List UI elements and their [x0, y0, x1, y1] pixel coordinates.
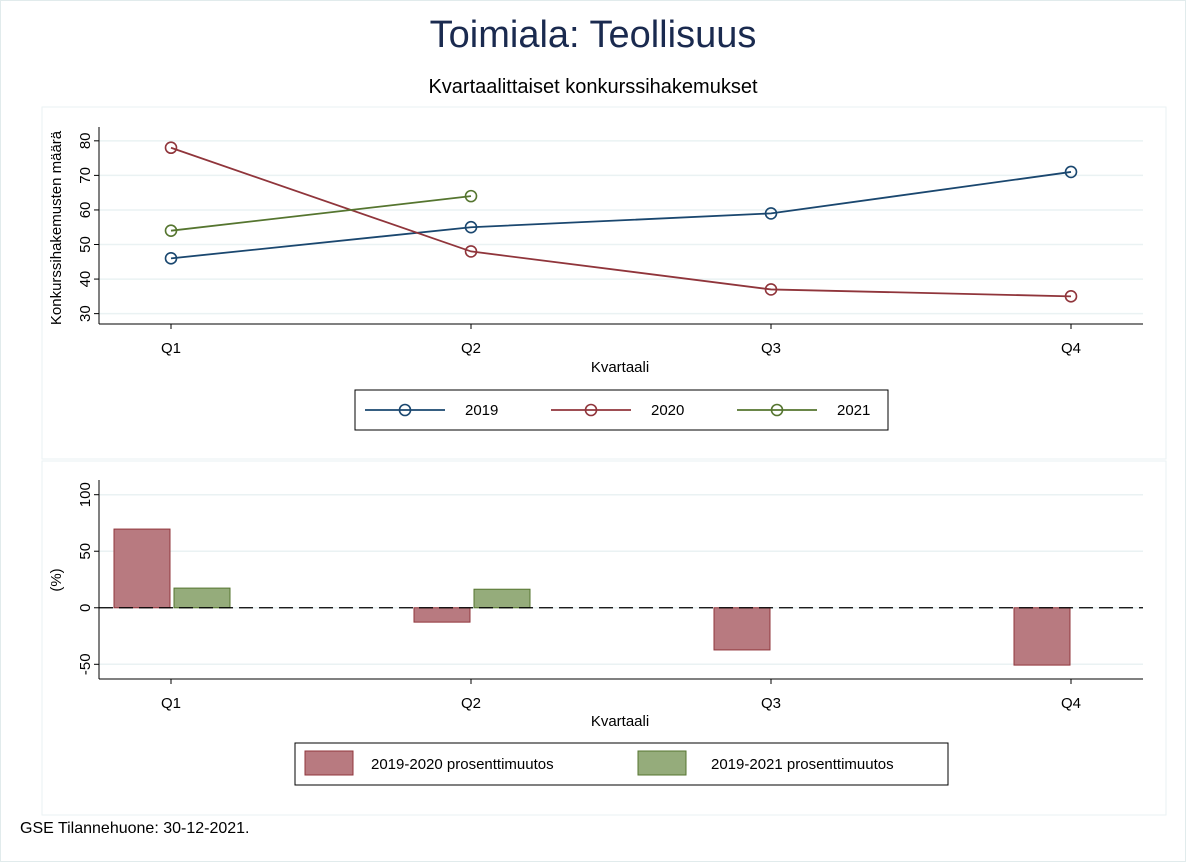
point-2019: [464, 220, 478, 234]
bar-2019-2021-Q1: [173, 587, 231, 609]
bar-2019-2021-Q2: [473, 588, 531, 609]
point-2019: [764, 207, 778, 220]
line-y-tick-label: 50: [77, 236, 94, 253]
bar-x-tick-label: Q4: [1061, 695, 1081, 712]
legend-bar-swatch: [637, 750, 687, 776]
bar-x-tick-label: Q2: [461, 695, 481, 712]
legend-marker-swatch: [770, 403, 784, 417]
legend-bar-swatch: [304, 750, 354, 776]
point-2021: [464, 189, 478, 203]
bar-2019-2020-Q1: [113, 528, 171, 609]
bar-y-tick-label: -50: [77, 653, 94, 675]
bar-legend-box: [294, 742, 949, 786]
point-2020: [164, 141, 178, 155]
series-line-2019: [170, 171, 1072, 260]
line-x-tick-label: Q3: [761, 340, 781, 357]
line-y-tick-label: 70: [77, 167, 94, 184]
line-x-tick-label: Q1: [161, 340, 181, 357]
point-2019: [164, 252, 178, 265]
bar-y-tick-label: 50: [77, 543, 94, 560]
line-y-tick-label: 60: [77, 202, 94, 219]
bar-2019-2020-Q3: [713, 607, 771, 651]
bar-2019-2020-Q4: [1013, 607, 1071, 666]
bar-y-axis-title: (%): [48, 568, 65, 591]
series-line-2020: [170, 146, 1072, 298]
legend-label: 2019: [465, 402, 498, 419]
bar-x-axis-title: Kvartaali: [591, 713, 649, 730]
bar-y-tick-label: 0: [77, 604, 94, 612]
line-y-axis-title: Konkurssihakemusten määrä: [48, 130, 65, 325]
point-2019: [1064, 165, 1078, 179]
page-title: Toimiala: Teollisuus: [429, 14, 757, 56]
page-subtitle: Kvartaalittaiset konkurssihakemukset: [428, 76, 758, 98]
legend-marker-swatch: [398, 403, 412, 417]
legend-label: 2019-2020 prosenttimuutos: [371, 756, 554, 773]
point-2020: [764, 283, 778, 296]
bar-y-tick-label: 100: [77, 482, 94, 507]
line-y-tick-label: 30: [77, 305, 94, 322]
line-x-tick-label: Q4: [1061, 340, 1081, 357]
legend-label: 2019-2021 prosenttimuutos: [711, 756, 894, 773]
legend-marker-swatch: [584, 403, 598, 417]
bar-x-tick-label: Q1: [161, 695, 181, 712]
source-note: GSE Tilannehuone: 30-12-2021.: [20, 820, 250, 837]
series-line-2021: [170, 195, 472, 232]
line-x-tick-label: Q2: [461, 340, 481, 357]
line-x-axis-title: Kvartaali: [591, 359, 649, 376]
point-2021: [164, 224, 178, 237]
legend-label: 2021: [837, 402, 870, 419]
bar-x-tick-label: Q3: [761, 695, 781, 712]
legend-label: 2020: [651, 402, 684, 419]
line-y-tick-label: 40: [77, 271, 94, 288]
bar-2019-2020-Q2: [413, 607, 471, 623]
point-2020: [1064, 290, 1078, 303]
point-2020: [464, 245, 478, 258]
line-y-tick-label: 80: [77, 132, 94, 149]
